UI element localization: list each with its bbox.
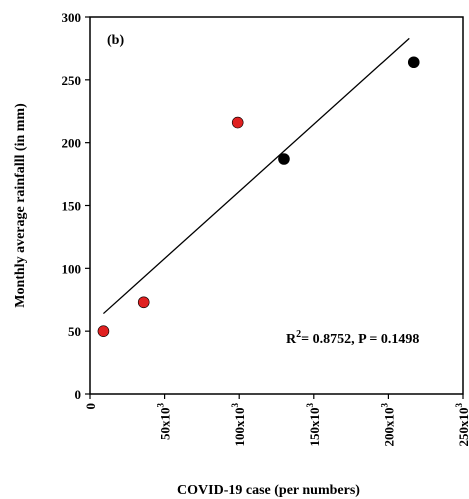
x-tick-label-text: 250x10	[456, 408, 469, 447]
x-tick-label-sup: 3	[230, 403, 240, 408]
x-tick-label-text: 200x10	[381, 408, 396, 447]
annotation-prefix: R	[286, 332, 297, 347]
x-tick-label-text: 50x10	[158, 408, 173, 441]
x-tick-label-text: 150x10	[307, 408, 322, 447]
data-point	[231, 116, 244, 129]
ticks-layer: 050100150200250300050x103100x103150x1032…	[62, 10, 469, 447]
y-tick-label: 200	[62, 136, 82, 151]
x-tick-label-sup: 3	[305, 403, 315, 408]
data-point	[407, 56, 420, 69]
x-axis-title: COVID-19 case (per numbers)	[177, 483, 360, 498]
y-tick-label: 0	[75, 387, 82, 402]
data-point	[278, 153, 290, 165]
plot-frame	[89, 16, 464, 395]
x-tick-label: 250x103	[454, 403, 469, 447]
y-axis-title: Monthly average rainfalll (in mm)	[13, 103, 28, 308]
x-tick-label-sup: 3	[454, 403, 464, 408]
x-tick-label-sup: 3	[156, 403, 166, 408]
x-tick-label: 0	[83, 403, 98, 410]
fit-annotation: R2= 0.8752, P = 0.1498	[286, 329, 419, 347]
x-tick-label-text: 100x10	[232, 408, 247, 447]
marks-layer	[97, 37, 420, 337]
x-tick-label: 100x103	[230, 403, 247, 447]
annotation-text: = 0.8752, P = 0.1498	[301, 332, 419, 347]
data-point	[97, 325, 110, 337]
panel-label: (b)	[107, 33, 124, 48]
y-tick-label: 50	[68, 324, 81, 339]
x-tick-label: 50x103	[156, 403, 173, 441]
annotation-sup: 2	[296, 329, 301, 340]
x-tick-label: 200x103	[379, 403, 396, 447]
x-tick-label: 150x103	[305, 403, 322, 447]
x-tick-label-text: 0	[83, 403, 98, 410]
y-tick-label: 100	[62, 261, 82, 276]
data-point	[137, 296, 150, 309]
x-tick-label-sup: 3	[379, 403, 389, 408]
y-tick-label: 250	[62, 73, 82, 88]
y-tick-label: 300	[62, 10, 82, 25]
regression-line	[102, 37, 410, 315]
y-tick-label: 150	[62, 199, 82, 214]
